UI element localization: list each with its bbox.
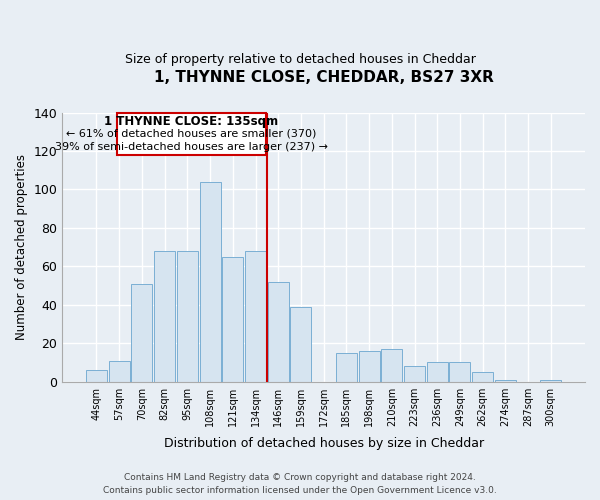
X-axis label: Distribution of detached houses by size in Cheddar: Distribution of detached houses by size … bbox=[164, 437, 484, 450]
Bar bbox=[472, 372, 493, 382]
Bar bbox=[131, 284, 152, 382]
Bar bbox=[109, 360, 130, 382]
Bar bbox=[223, 256, 243, 382]
Title: 1, THYNNE CLOSE, CHEDDAR, BS27 3XR: 1, THYNNE CLOSE, CHEDDAR, BS27 3XR bbox=[154, 70, 494, 85]
Bar bbox=[449, 362, 470, 382]
Bar bbox=[404, 366, 425, 382]
Bar bbox=[336, 353, 357, 382]
Text: Contains public sector information licensed under the Open Government Licence v3: Contains public sector information licen… bbox=[103, 486, 497, 495]
FancyBboxPatch shape bbox=[117, 112, 266, 155]
Bar bbox=[200, 182, 221, 382]
Bar bbox=[268, 282, 289, 382]
Bar bbox=[495, 380, 516, 382]
Bar bbox=[427, 362, 448, 382]
Text: Contains HM Land Registry data © Crown copyright and database right 2024.: Contains HM Land Registry data © Crown c… bbox=[124, 474, 476, 482]
Bar bbox=[154, 251, 175, 382]
Bar bbox=[245, 251, 266, 382]
Text: ← 61% of detached houses are smaller (370): ← 61% of detached houses are smaller (37… bbox=[66, 129, 317, 139]
Bar bbox=[290, 306, 311, 382]
Bar bbox=[541, 380, 561, 382]
Text: Size of property relative to detached houses in Cheddar: Size of property relative to detached ho… bbox=[125, 52, 475, 66]
Text: 39% of semi-detached houses are larger (237) →: 39% of semi-detached houses are larger (… bbox=[55, 142, 328, 152]
Text: 1 THYNNE CLOSE: 135sqm: 1 THYNNE CLOSE: 135sqm bbox=[104, 116, 278, 128]
Bar bbox=[382, 349, 402, 382]
Bar bbox=[86, 370, 107, 382]
Bar bbox=[177, 251, 198, 382]
Bar bbox=[359, 351, 380, 382]
Y-axis label: Number of detached properties: Number of detached properties bbox=[15, 154, 28, 340]
